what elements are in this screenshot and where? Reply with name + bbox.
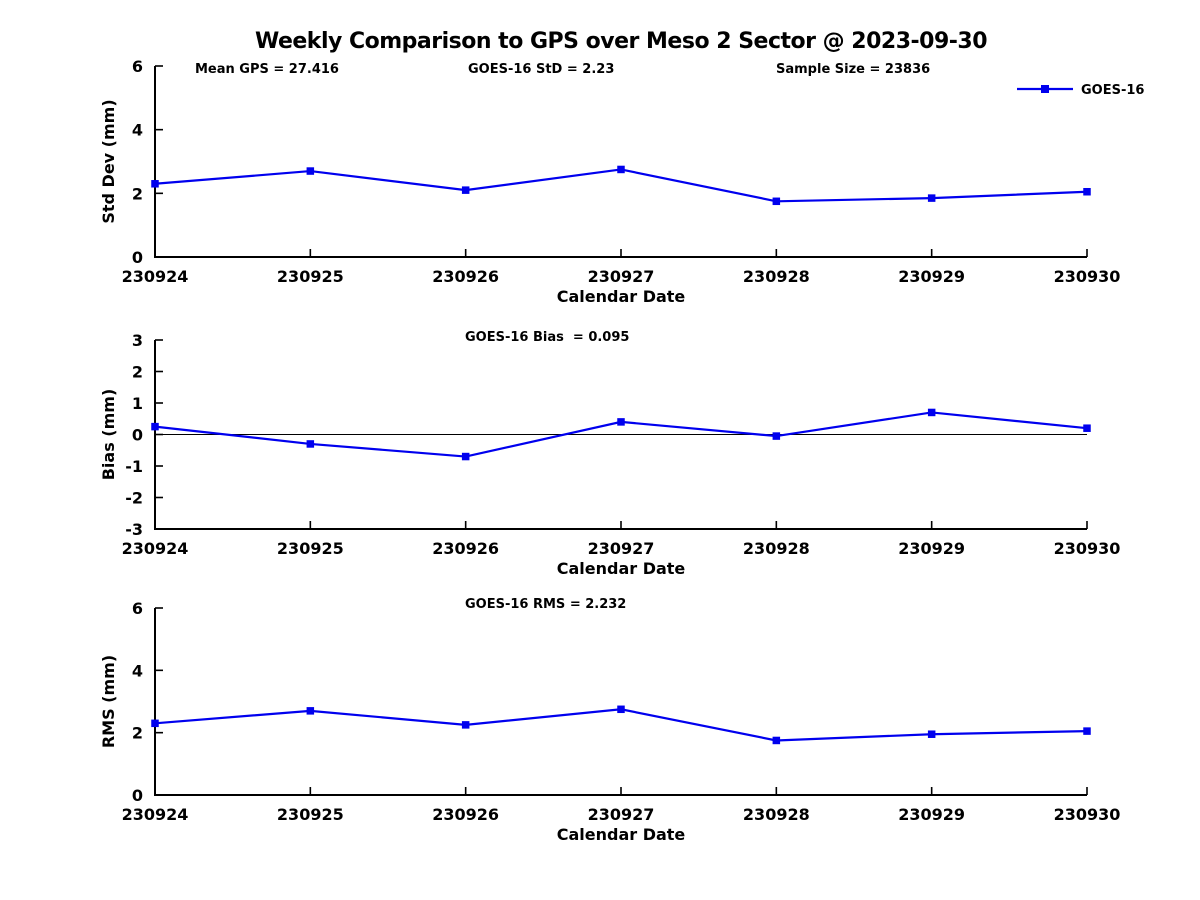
data-point-marker: [151, 422, 159, 431]
annotation-goes16-bias: GOES-16 Bias = 0.095: [465, 330, 630, 345]
x-tick-label: 230925: [277, 805, 344, 824]
x-tick-label: 230925: [277, 539, 344, 558]
x-tick-label: 230927: [588, 267, 655, 286]
y-tick-label: 1: [132, 394, 143, 413]
data-point-marker: [461, 721, 470, 729]
y-tick-label: 3: [132, 331, 143, 350]
data-point-marker: [772, 736, 781, 745]
data-point-marker: [461, 452, 470, 461]
data-point-marker: [1083, 187, 1091, 196]
series-line: [154, 708, 1088, 742]
data-point-marker: [617, 165, 625, 174]
data-point-marker: [617, 705, 625, 714]
y-tick-label: 4: [132, 121, 143, 140]
x-tick-label: 230930: [1054, 267, 1121, 286]
y-tick-label: 0: [132, 786, 143, 805]
y-tick-label: -3: [125, 520, 143, 539]
data-point-marker: [306, 440, 315, 448]
axis-frame: [154, 608, 1087, 796]
y-tick-label: 2: [132, 363, 143, 382]
y-axis-title: Std Dev (mm): [99, 99, 118, 223]
data-point-marker: [1083, 727, 1091, 735]
x-tick-label: 230924: [122, 267, 189, 286]
y-tick-label: -1: [125, 457, 143, 476]
legend-label: GOES-16: [1081, 83, 1144, 98]
data-point-marker: [772, 197, 781, 206]
x-tick-label: 230928: [743, 805, 810, 824]
y-tick-label: 2: [132, 724, 143, 743]
legend: GOES-16: [1017, 83, 1144, 98]
x-tick-label: 230926: [432, 539, 499, 558]
axis-frame: [154, 66, 1087, 258]
x-tick-label: 230928: [743, 267, 810, 286]
x-tick-label: 230929: [898, 267, 965, 286]
data-point-marker: [306, 167, 315, 175]
x-tick-label: 230928: [743, 539, 810, 558]
x-axis-title: Calendar Date: [557, 559, 686, 578]
data-point-marker: [1083, 424, 1091, 432]
x-tick-label: 230927: [588, 539, 655, 558]
x-tick-label: 230930: [1054, 539, 1121, 558]
y-axis-title: RMS (mm): [99, 655, 118, 748]
annotation-goes16-std: GOES-16 StD = 2.23: [468, 62, 615, 77]
y-tick-label: 0: [132, 426, 143, 445]
x-tick-label: 230926: [432, 805, 499, 824]
data-point-marker: [927, 408, 936, 417]
y-tick-label: 4: [132, 661, 143, 680]
x-tick-label: 230927: [588, 805, 655, 824]
y-tick-label: 6: [132, 57, 143, 76]
legend-marker-icon: [1041, 85, 1049, 93]
x-tick-label: 230929: [898, 805, 965, 824]
y-tick-label: -2: [125, 489, 143, 508]
x-tick-label: 230929: [898, 539, 965, 558]
annotation-sample-size: Sample Size = 23836: [776, 62, 931, 77]
y-tick-label: 0: [132, 248, 143, 267]
data-point-marker: [617, 418, 625, 426]
data-point-marker: [927, 194, 936, 202]
y-tick-label: 2: [132, 184, 143, 203]
y-tick-label: 6: [132, 599, 143, 618]
data-point-marker: [151, 719, 159, 728]
x-tick-label: 230926: [432, 267, 499, 286]
x-tick-label: 230925: [277, 267, 344, 286]
x-axis-title: Calendar Date: [557, 287, 686, 306]
x-tick-label: 230924: [122, 805, 189, 824]
figure-title: Weekly Comparison to GPS over Meso 2 Sec…: [254, 29, 988, 54]
annotation-goes16-rms: GOES-16 RMS = 2.232: [465, 597, 627, 612]
data-point-marker: [927, 730, 936, 738]
data-point-marker: [306, 707, 315, 715]
series-layer: [151, 165, 1091, 745]
series-line: [154, 168, 1088, 203]
data-point-marker: [461, 186, 470, 194]
data-point-marker: [772, 432, 781, 440]
x-tick-label: 230924: [122, 539, 189, 558]
x-tick-label: 230930: [1054, 805, 1121, 824]
annotation-mean-gps: Mean GPS = 27.416: [195, 62, 339, 77]
data-point-marker: [151, 180, 159, 188]
x-axis-title: Calendar Date: [557, 825, 686, 844]
y-axis-title: Bias (mm): [99, 389, 118, 481]
axes-layer: 0 2 4 6 230924 230925 230926 230927 230928 230929…: [99, 57, 1120, 844]
